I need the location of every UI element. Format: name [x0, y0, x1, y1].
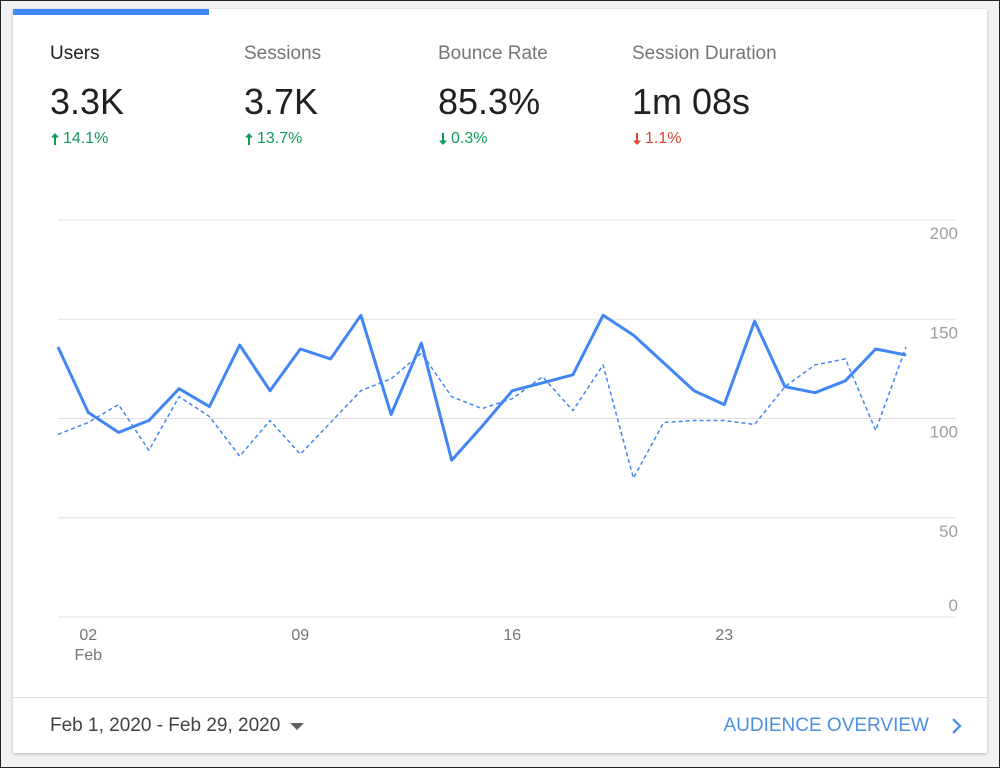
- analytics-card: Users 3.3K 14.1% Sessions 3.7K 13.7% Bou…: [13, 9, 987, 753]
- users-line-chart: 200 150 100 50 0 02 Feb 09 16 23: [56, 219, 958, 664]
- audience-overview-link[interactable]: AUDIENCE OVERVIEW: [723, 715, 963, 737]
- metric-label: Session Duration: [632, 43, 777, 64]
- y-tick-label: 100: [930, 423, 958, 442]
- date-range-selector[interactable]: Feb 1, 2020 - Feb 29, 2020: [50, 715, 305, 737]
- x-tick-label: 23: [715, 627, 733, 644]
- metric-change: 13.7%: [244, 130, 438, 148]
- metric-label: Users: [50, 43, 100, 64]
- metric-change-value: 14.1%: [63, 130, 109, 147]
- metric-value: 3.3K: [50, 81, 125, 122]
- chevron-right-icon: [951, 717, 963, 735]
- audience-overview-label: AUDIENCE OVERVIEW: [723, 715, 929, 736]
- arrow-down-icon: [438, 132, 448, 146]
- metric-bounce-rate[interactable]: Bounce Rate 85.3% 0.3%: [438, 43, 632, 148]
- y-tick-label: 150: [930, 323, 958, 342]
- metric-change: 1.1%: [632, 130, 826, 148]
- active-metric-indicator: [13, 9, 209, 15]
- metric-session-duration[interactable]: Session Duration 1m 08s 1.1%: [632, 43, 826, 148]
- metric-change-value: 1.1%: [645, 130, 682, 147]
- metric-label: Sessions: [244, 43, 322, 64]
- x-tick-label: 09: [291, 627, 309, 644]
- series-line-users: [56, 313, 907, 462]
- series-line-previous-period: [57, 346, 907, 479]
- metric-change: 14.1%: [50, 130, 244, 148]
- arrow-up-icon: [50, 132, 60, 146]
- metric-sessions[interactable]: Sessions 3.7K 13.7%: [244, 43, 438, 148]
- x-tick-label: 16: [503, 627, 521, 644]
- y-tick-label: 0: [949, 596, 958, 615]
- arrow-up-icon: [244, 132, 254, 146]
- date-range-label: Feb 1, 2020 - Feb 29, 2020: [50, 715, 281, 736]
- metric-change-value: 0.3%: [451, 130, 488, 147]
- metric-value: 3.7K: [244, 81, 319, 122]
- metric-change: 0.3%: [438, 130, 632, 148]
- caret-down-icon: [290, 722, 305, 730]
- metric-label: Bounce Rate: [438, 43, 548, 64]
- metric-change-value: 13.7%: [257, 130, 303, 147]
- footer-divider: [13, 697, 987, 698]
- y-tick-label: 50: [939, 522, 958, 541]
- y-tick-label: 200: [930, 224, 958, 243]
- metric-users[interactable]: Users 3.3K 14.1%: [50, 43, 244, 148]
- metric-value: 85.3%: [438, 81, 541, 122]
- x-tick-label: 02: [79, 627, 97, 644]
- metric-value: 1m 08s: [632, 81, 751, 122]
- arrow-down-icon: [632, 132, 642, 146]
- x-tick-sublabel: Feb: [74, 647, 102, 664]
